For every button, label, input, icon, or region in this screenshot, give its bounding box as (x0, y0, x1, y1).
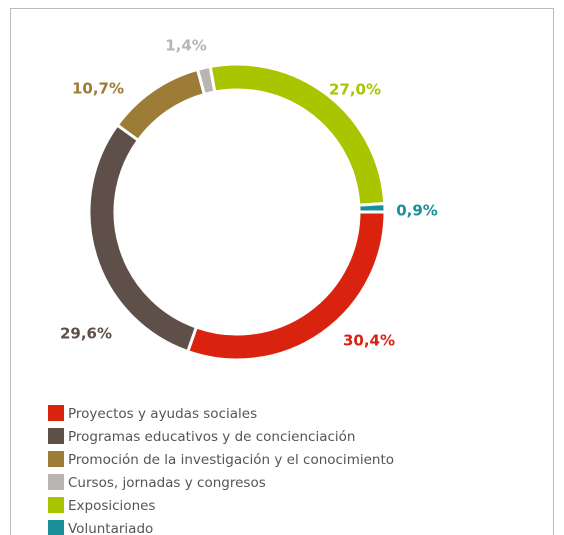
legend-swatch (48, 497, 64, 513)
legend-label: Cursos, jornadas y congresos (68, 475, 266, 491)
legend-label: Voluntariado (68, 521, 153, 535)
legend-label: Proyectos y ayudas sociales (68, 406, 257, 422)
legend-label: Exposiciones (68, 498, 155, 514)
donut-segment (115, 67, 207, 143)
donut-segment (87, 122, 199, 354)
data-label: 1,4% (165, 37, 207, 55)
data-label: 27,0% (329, 81, 381, 99)
legend-swatch (48, 451, 64, 467)
frame (10, 8, 554, 535)
legend-swatch (48, 474, 64, 490)
legend-swatch (48, 428, 64, 444)
data-label: 30,4% (343, 332, 395, 350)
data-label: 29,6% (60, 325, 112, 343)
legend-label: Promoción de la investigación y el conoc… (68, 452, 394, 468)
legend-swatch (48, 520, 64, 535)
data-label: 10,7% (72, 80, 124, 98)
data-label: 0,9% (396, 202, 438, 220)
legend-swatch (48, 405, 64, 421)
legend-label: Programas educativos y de concienciación (68, 429, 355, 445)
donut-segment (357, 202, 387, 214)
